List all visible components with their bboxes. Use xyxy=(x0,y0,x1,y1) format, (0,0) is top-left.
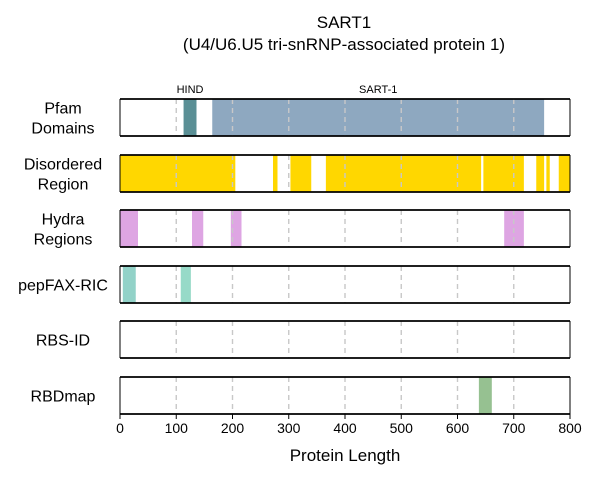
track-1-segment-5 xyxy=(536,155,545,192)
track-3: pepFAX-RIC xyxy=(18,265,571,304)
track-3-segment-0 xyxy=(122,266,136,303)
domain-label-0: HIND xyxy=(177,84,204,96)
x-axis-label: Protein Length xyxy=(290,446,401,465)
track-2-segment-2 xyxy=(230,210,242,247)
track-label-4: RBS-ID xyxy=(36,333,90,350)
tracks-layer: HIND SART-1 Pfam Domains Disordered Region Hyd… xyxy=(18,84,571,415)
track-5: RBDmap xyxy=(31,376,571,415)
track-0-segment-1 xyxy=(212,99,545,136)
track-1-segment-2 xyxy=(290,155,312,192)
track-1-segment-7 xyxy=(558,155,570,192)
domain-label-1: SART-1 xyxy=(359,84,397,96)
x-tick-label-1: 100 xyxy=(165,420,189,436)
track-1-segment-3 xyxy=(325,155,482,192)
x-tick-label-4: 400 xyxy=(333,420,357,436)
track-4: RBS-ID xyxy=(36,320,571,359)
track-5-segment-0 xyxy=(478,377,492,414)
track-2-segment-0 xyxy=(120,210,138,247)
track-label-5: RBDmap xyxy=(31,389,96,406)
track-1-segment-6 xyxy=(546,155,550,192)
track-1-segment-0 xyxy=(120,155,236,192)
track-1-segment-1 xyxy=(273,155,278,192)
track-0: HIND SART-1 Pfam Domains xyxy=(31,84,571,138)
x-tick-label-3: 300 xyxy=(277,420,301,436)
track-label-2: Hydra Regions xyxy=(34,212,93,249)
x-tick-label-7: 700 xyxy=(502,420,526,436)
x-tick-label-5: 500 xyxy=(390,420,414,436)
x-tick-label-8: 800 xyxy=(558,420,582,436)
x-axis: 0 100 200 300 400 500 600 700 800 xyxy=(116,414,582,436)
track-2-segment-1 xyxy=(192,210,204,247)
track-1: Disordered Region xyxy=(24,154,571,194)
x-tick-label-6: 600 xyxy=(446,420,470,436)
track-label-3: pepFAX-RIC xyxy=(18,278,108,295)
track-1-segment-4 xyxy=(483,155,524,192)
track-3-segment-1 xyxy=(180,266,191,303)
track-0-segment-0 xyxy=(183,99,197,136)
track-label-0: Pfam Domains xyxy=(31,101,94,138)
track-2: Hydra Regions xyxy=(34,209,571,249)
x-tick-label-2: 200 xyxy=(221,420,245,436)
track-label-1: Disordered Region xyxy=(24,157,102,194)
chart-title-line1: SART1 xyxy=(317,13,372,32)
chart-title-line2: (U4/U6.U5 tri-snRNP-associated protein 1… xyxy=(183,35,505,54)
x-tick-label-0: 0 xyxy=(116,420,124,436)
